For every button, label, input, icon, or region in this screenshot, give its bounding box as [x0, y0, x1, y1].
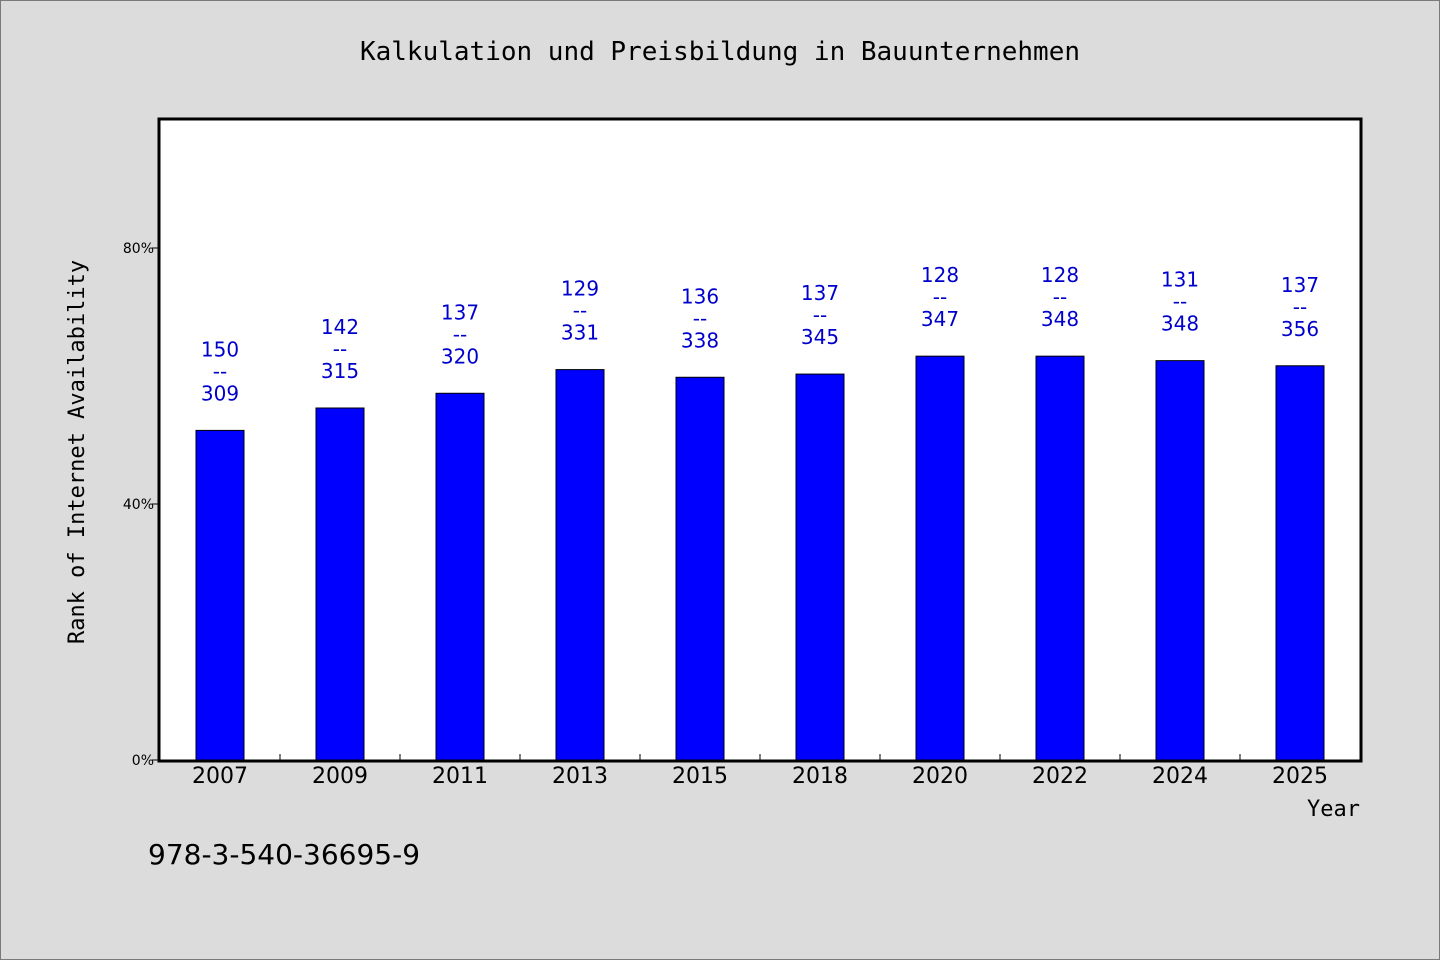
data-label-2025-line-2: -- [1293, 295, 1307, 319]
data-label-2009-line-3: 315 [321, 359, 359, 383]
x-tick-label-2022: 2022 [1032, 764, 1088, 789]
data-labels-layer: 150--309142--315137--320129--331136--338… [201, 263, 1319, 405]
x-tick-label-2018: 2018 [792, 764, 848, 789]
data-label-2020-line-3: 347 [921, 307, 959, 331]
data-label-2020-line-2: -- [933, 285, 947, 309]
data-label-2018-line-3: 345 [801, 325, 839, 349]
data-label-2013-line-2: -- [573, 299, 587, 323]
data-label-2020-line-1: 128 [921, 263, 959, 287]
data-label-2018-line-2: -- [813, 303, 827, 327]
data-label-2009-line-2: -- [333, 337, 347, 361]
data-label-2022-line-2: -- [1053, 285, 1067, 309]
data-label-2025-line-3: 356 [1281, 317, 1319, 341]
bar-2022 [1035, 355, 1085, 761]
bar-2020 [915, 355, 965, 761]
x-tick-label-2015: 2015 [672, 764, 728, 789]
data-label-2015-line-2: -- [693, 306, 707, 330]
data-label-2007-line-2: -- [213, 359, 227, 383]
y-tick-label-40: 40% [123, 497, 154, 513]
bar-2024 [1155, 360, 1205, 761]
data-label-2024-line-3: 348 [1161, 312, 1199, 336]
data-label-2022-line-1: 128 [1041, 263, 1079, 287]
bar-2013 [555, 369, 605, 761]
x-tick-label-2007: 2007 [192, 764, 248, 789]
x-axis-title: Year [1307, 797, 1360, 822]
data-label-2007-line-3: 309 [201, 381, 239, 405]
bar-2009 [315, 407, 365, 761]
y-axis-title: Rank of Internet Availability [65, 260, 90, 644]
data-label-2015-line-3: 338 [681, 328, 719, 352]
data-label-2011-line-3: 320 [441, 344, 479, 368]
chart-title: Kalkulation und Preisbildung in Bauunter… [360, 37, 1080, 67]
bar-2007 [195, 429, 245, 761]
bar-2015 [675, 376, 725, 761]
x-tick-label-2024: 2024 [1152, 764, 1208, 789]
x-tick-label-2013: 2013 [552, 764, 608, 789]
y-axis: 0% 40% 80% [123, 241, 160, 769]
x-axis: 2007 2009 2011 2013 2015 2018 2020 2022 2024 2025 [192, 754, 1328, 789]
x-tick-label-2025: 2025 [1272, 764, 1328, 789]
bar-2025 [1275, 365, 1325, 761]
data-label-2024-line-1: 131 [1161, 268, 1199, 292]
data-label-2015-line-1: 136 [681, 284, 719, 308]
x-tick-label-2020: 2020 [912, 764, 968, 789]
bar-2011 [435, 392, 485, 761]
x-tick-label-2011: 2011 [432, 764, 488, 789]
y-tick-label-0: 0% [132, 753, 154, 769]
data-label-2013-line-1: 129 [561, 277, 599, 301]
data-label-2025-line-1: 137 [1281, 273, 1319, 297]
data-label-2024-line-2: -- [1173, 290, 1187, 314]
data-label-2011-line-1: 137 [441, 300, 479, 324]
x-tick-label-2009: 2009 [312, 764, 368, 789]
data-label-2013-line-3: 331 [561, 321, 599, 345]
bar-2018 [795, 373, 845, 761]
data-label-2009-line-1: 142 [321, 315, 359, 339]
data-label-2018-line-1: 137 [801, 281, 839, 305]
data-label-2007-line-1: 150 [201, 337, 239, 361]
isbn-footer: 978-3-540-36695-9 [148, 838, 420, 871]
bars-layer [195, 355, 1325, 761]
y-tick-label-80: 80% [123, 241, 154, 257]
data-label-2022-line-3: 348 [1041, 307, 1079, 331]
data-label-2011-line-2: -- [453, 322, 467, 346]
